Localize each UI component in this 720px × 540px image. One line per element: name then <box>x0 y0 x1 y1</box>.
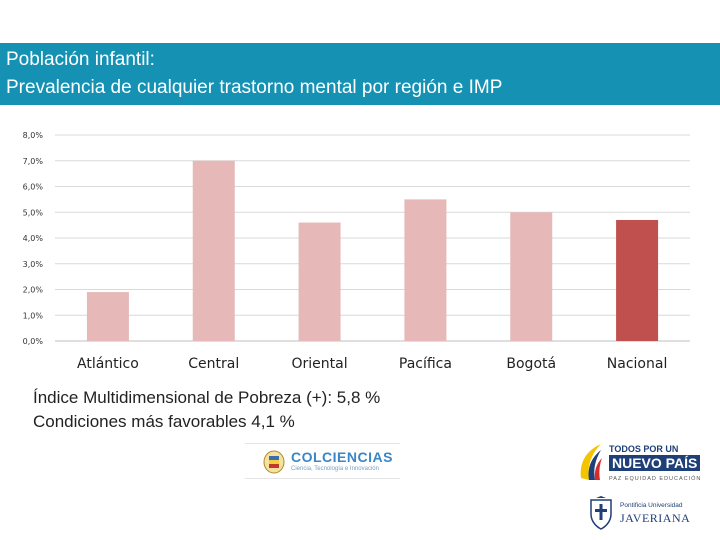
bar-central <box>192 160 235 341</box>
category-label: Oriental <box>292 356 348 372</box>
javeriana-crest-icon <box>590 496 612 530</box>
y-tick-label: 1,0% <box>23 311 44 320</box>
y-tick-label: 6,0% <box>23 183 44 192</box>
poverty-notes: Índice Multidimensional de Pobreza (+): … <box>33 386 380 434</box>
colciencias-logo: COLCIENCIAS Ciencia, Tecnología e Innova… <box>245 443 400 479</box>
bar-atlántico <box>86 292 129 341</box>
y-tick-label: 8,0% <box>23 131 44 140</box>
y-tick-label: 4,0% <box>23 234 44 243</box>
category-label: Atlántico <box>77 356 139 372</box>
favorable-note: Condiciones más favorables 4,1 % <box>33 412 295 431</box>
y-tick-label: 7,0% <box>23 157 44 166</box>
y-tick-label: 3,0% <box>23 260 44 269</box>
bar-nacional <box>616 219 659 341</box>
x-axis-categories: Atlántico Central Oriental Pacífica Bogotá Na… <box>77 356 667 372</box>
nuevo-pais-line3: PAZ EQUIDAD EDUCACIÓN <box>609 476 702 482</box>
category-label: Bogotá <box>506 356 556 372</box>
bar-bogotá <box>510 212 553 341</box>
flag-swoosh-icon <box>580 444 602 480</box>
category-label: Nacional <box>607 356 668 372</box>
y-tick-label: 2,0% <box>23 286 44 295</box>
colciencias-name: COLCIENCIAS <box>291 449 393 465</box>
bar-oriental <box>298 222 341 341</box>
gridlines <box>55 134 690 342</box>
y-tick-label: 0,0% <box>23 337 44 346</box>
slide-title-line2: Prevalencia de cualquier trastorno menta… <box>6 77 503 98</box>
y-axis-ticks: 0,0% 1,0% 2,0% 3,0% 4,0% 5,0% 6,0% 7,0% 8,0% <box>23 131 44 346</box>
nuevo-pais-logo: TODOS POR UN NUEVO PAÍS PAZ EQUIDAD EDUC… <box>575 440 700 490</box>
bar-chart: 0,0% 1,0% 2,0% 3,0% 4,0% 5,0% 6,0% 7,0% 8,0% Atl… <box>23 131 690 372</box>
category-label: Central <box>188 356 239 372</box>
bars <box>86 160 659 341</box>
nuevo-pais-line1: TODOS POR UN <box>609 444 679 454</box>
bar-pacífica <box>404 199 447 341</box>
ipm-note: Índice Multidimensional de Pobreza (+): … <box>33 388 381 407</box>
javeriana-line1: Pontificia Universidad <box>620 502 683 509</box>
slide-title-line1: Población infantil: <box>6 49 155 70</box>
nuevo-pais-line2: NUEVO PAÍS <box>609 455 701 471</box>
javeriana-line2: JAVERIANA <box>620 511 691 525</box>
y-tick-label: 5,0% <box>23 208 44 217</box>
javeriana-logo: Pontificia Universidad JAVERIANA <box>588 494 698 534</box>
slide-header: Población infantil: Prevalencia de cualq… <box>0 43 720 105</box>
colciencias-subtitle: Ciencia, Tecnología e Innovación <box>291 466 379 472</box>
colombia-shield-icon <box>263 450 285 474</box>
category-label: Pacífica <box>399 356 452 372</box>
